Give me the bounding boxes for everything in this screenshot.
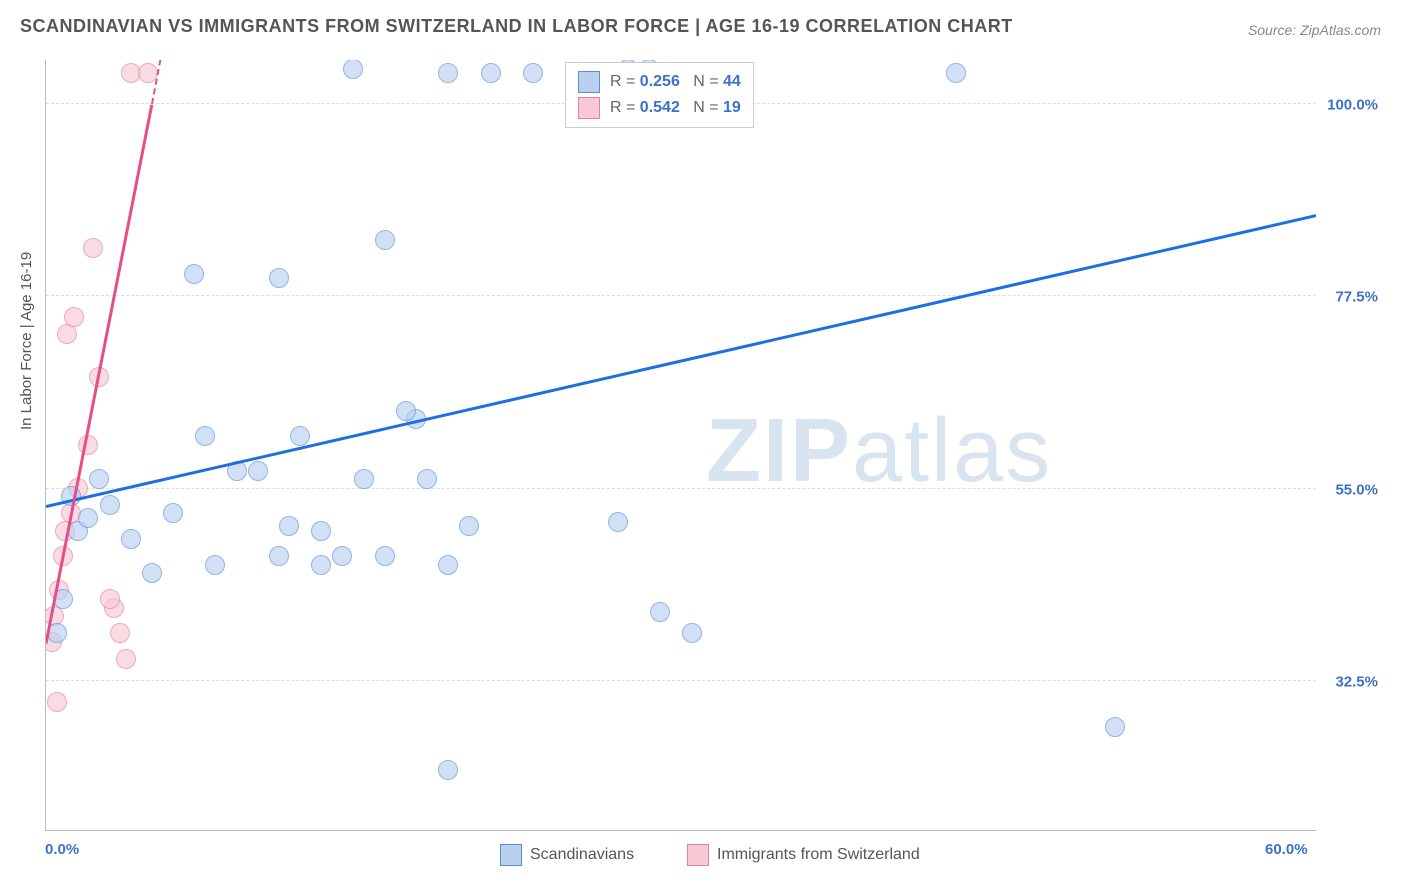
stat-text: R = 0.256 N = 44: [610, 69, 741, 95]
scatter-point-series1: [682, 623, 702, 643]
chart-title: SCANDINAVIAN VS IMMIGRANTS FROM SWITZERL…: [20, 16, 1013, 37]
scatter-point-series1: [332, 546, 352, 566]
legend-swatch-icon: [500, 844, 522, 866]
scatter-point-series1: [523, 63, 543, 83]
y-tick-label: 77.5%: [1335, 289, 1378, 306]
legend-item: Immigrants from Switzerland: [687, 844, 920, 866]
stat-swatch-icon: [578, 97, 600, 119]
legend-item: Scandinavians: [500, 844, 634, 866]
scatter-point-series1: [459, 516, 479, 536]
legend-label: Scandinavians: [530, 846, 634, 864]
gridline: [46, 488, 1316, 489]
legend-label: Immigrants from Switzerland: [717, 846, 920, 864]
scatter-point-series1: [205, 555, 225, 575]
y-tick-label: 100.0%: [1327, 96, 1378, 113]
scatter-point-series1: [1105, 717, 1125, 737]
scatter-point-series1: [438, 555, 458, 575]
scatter-point-series1: [248, 461, 268, 481]
x-tick: [46, 830, 47, 831]
scatter-point-series1: [279, 516, 299, 536]
trendline-series1: [46, 214, 1316, 508]
scatter-point-series1: [78, 508, 98, 528]
y-axis-label: In Labor Force | Age 16-19: [18, 252, 35, 430]
source-attribution: Source: ZipAtlas.com: [1248, 22, 1381, 38]
trendline-series2: [45, 104, 153, 644]
plot-area: ZIPatlas: [45, 60, 1316, 831]
scatter-point-series1: [311, 521, 331, 541]
y-tick-label: 32.5%: [1335, 674, 1378, 691]
scatter-point-series1: [121, 529, 141, 549]
scatter-point-series2: [116, 649, 136, 669]
x-tick-label: 60.0%: [1265, 841, 1308, 858]
trendline-series2-dashed: [151, 60, 202, 104]
y-tick-label: 55.0%: [1335, 481, 1378, 498]
x-tick: [364, 830, 365, 831]
scatter-point-series1: [269, 546, 289, 566]
scatter-point-series1: [438, 760, 458, 780]
legend-swatch-icon: [687, 844, 709, 866]
scatter-point-series1: [946, 63, 966, 83]
scatter-point-series1: [89, 469, 109, 489]
stat-text: R = 0.542 N = 19: [610, 95, 741, 121]
stat-row: R = 0.256 N = 44: [578, 69, 741, 95]
scatter-point-series1: [269, 268, 289, 288]
scatter-point-series1: [375, 230, 395, 250]
correlation-stat-box: R = 0.256 N = 44R = 0.542 N = 19: [565, 62, 754, 128]
scatter-point-series1: [100, 495, 120, 515]
scatter-point-series1: [343, 60, 363, 79]
scatter-point-series1: [396, 401, 416, 421]
scatter-point-series1: [163, 503, 183, 523]
scatter-point-series1: [650, 602, 670, 622]
stat-row: R = 0.542 N = 19: [578, 95, 741, 121]
scatter-point-series1: [354, 469, 374, 489]
scatter-point-series1: [608, 512, 628, 532]
scatter-point-series2: [83, 238, 103, 258]
x-tick: [999, 830, 1000, 831]
gridline: [46, 680, 1316, 681]
scatter-point-series1: [184, 264, 204, 284]
scatter-point-series2: [64, 307, 84, 327]
scatter-point-series1: [195, 426, 215, 446]
scatter-point-series2: [110, 623, 130, 643]
scatter-point-series2: [100, 589, 120, 609]
stat-swatch-icon: [578, 71, 600, 93]
x-tick-label: 0.0%: [45, 841, 79, 858]
scatter-point-series1: [311, 555, 331, 575]
x-tick: [681, 830, 682, 831]
scatter-point-series2: [47, 692, 67, 712]
scatter-point-series1: [290, 426, 310, 446]
scatter-point-series2: [57, 324, 77, 344]
scatter-point-series1: [142, 563, 162, 583]
gridline: [46, 295, 1316, 296]
scatter-point-series1: [481, 63, 501, 83]
scatter-point-series1: [438, 63, 458, 83]
scatter-point-series1: [375, 546, 395, 566]
scatter-point-series1: [417, 469, 437, 489]
